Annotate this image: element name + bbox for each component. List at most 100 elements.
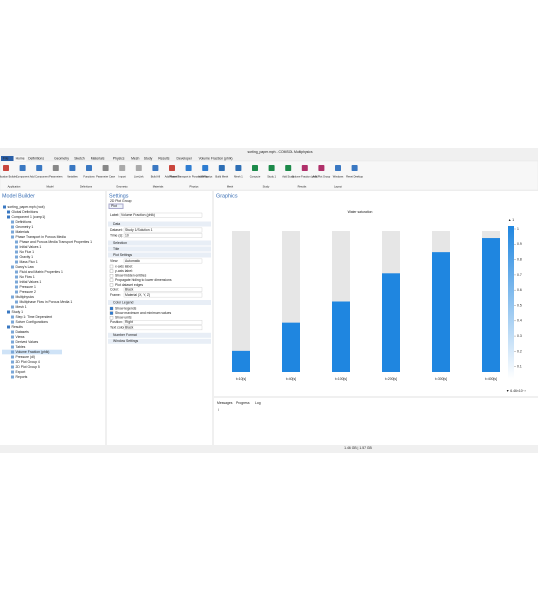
combo-box[interactable] xyxy=(123,320,203,325)
legend-max: ▲ 1 xyxy=(508,218,514,222)
ribbon-icon xyxy=(235,165,242,171)
ribbon-button[interactable]: Phase Transport in Porous Media xyxy=(169,175,208,179)
section-header-bg[interactable] xyxy=(108,252,211,258)
checkbox[interactable] xyxy=(109,264,114,269)
tree-item[interactable]: Datasets xyxy=(16,330,30,334)
section-header-bg[interactable] xyxy=(108,240,211,246)
ribbon-button[interactable]: Parameters xyxy=(49,175,63,179)
ribbon-button[interactable]: Volume Fraction (phlk) xyxy=(292,175,318,179)
tree-item[interactable]: Mass Flux 1 xyxy=(20,260,38,264)
tree-item[interactable]: Tables xyxy=(16,345,26,349)
tree-item[interactable]: Pressure 1 xyxy=(20,285,37,289)
ribbon-button[interactable]: Build Mesh xyxy=(215,175,228,179)
ribbon-button[interactable]: Functions xyxy=(83,175,95,179)
tree-item[interactable]: Reports xyxy=(16,375,28,379)
tree-item[interactable]: Phase Transport in Porous Media xyxy=(16,235,66,239)
ribbon-button[interactable]: Compute xyxy=(250,175,261,179)
checkbox[interactable] xyxy=(109,316,114,320)
tree-item[interactable]: Phase and Porous Media Transport Propert… xyxy=(20,240,93,244)
ribbon-button[interactable]: Build All xyxy=(151,175,161,179)
checkbox[interactable] xyxy=(109,274,114,278)
tree-item[interactable]: Views xyxy=(16,335,25,339)
section-header-bg[interactable] xyxy=(108,246,211,252)
checkbox[interactable] xyxy=(109,278,114,282)
ribbon-tab[interactable]: Geometry xyxy=(54,156,69,160)
ribbon-button[interactable]: Add Material xyxy=(165,175,180,179)
tree-item[interactable]: Gravity 1 xyxy=(20,255,34,259)
tree-item[interactable]: Geometry 1 xyxy=(16,225,34,229)
ribbon-button[interactable]: Component xyxy=(16,175,30,179)
tree-item[interactable]: Multiphysics xyxy=(16,295,35,299)
section-header: Data xyxy=(113,222,120,226)
messages-tab[interactable]: Log xyxy=(255,401,261,405)
tree-item[interactable]: Study 1 xyxy=(12,310,24,314)
ribbon-tab[interactable]: Sketch xyxy=(74,156,84,160)
section-header-bg[interactable] xyxy=(108,338,211,344)
tree-item[interactable]: Export xyxy=(16,370,26,374)
combo-box[interactable] xyxy=(123,233,203,238)
tree-item[interactable]: Step 1: Time Dependent xyxy=(16,315,53,319)
ribbon-button[interactable]: Windows xyxy=(333,175,344,179)
checkbox[interactable] xyxy=(109,283,114,287)
tree-item[interactable]: Volume Fraction (phlk) xyxy=(16,350,50,354)
combo-box[interactable] xyxy=(123,227,203,233)
ribbon-tab[interactable]: File xyxy=(3,156,9,160)
ribbon-button[interactable]: Parameter Case xyxy=(96,175,115,179)
field-label: Color: xyxy=(110,287,119,291)
ribbon-button[interactable]: Add Study xyxy=(282,175,295,179)
section-header-bg[interactable] xyxy=(108,332,211,338)
ribbon-button[interactable]: Add Plot Group xyxy=(313,175,331,179)
ribbon-tab[interactable]: Physics xyxy=(113,156,125,160)
tree-item[interactable]: Pressure (dl) xyxy=(16,355,35,359)
tree-item[interactable]: Darcy's Law xyxy=(16,265,35,269)
ribbon-button[interactable]: Reset Desktop xyxy=(346,175,364,179)
combo-box[interactable] xyxy=(123,287,203,292)
tree-item[interactable]: Initial Values 1 xyxy=(20,245,42,249)
tree-item[interactable]: Global Definitions xyxy=(12,210,39,214)
tree-item[interactable]: Definitions xyxy=(16,220,32,224)
ribbon-tab[interactable]: Results xyxy=(158,156,170,160)
tree-item[interactable]: No Flow 1 xyxy=(20,275,35,279)
checkbox[interactable] xyxy=(109,269,114,273)
checkbox[interactable] xyxy=(109,311,114,315)
tree-item[interactable]: No Flux 1 xyxy=(20,250,35,254)
ribbon-button[interactable]: Add Physics xyxy=(198,175,213,179)
ribbon-button[interactable]: Variables xyxy=(67,175,78,179)
tree-item[interactable]: Derived Values xyxy=(16,340,39,344)
tree-item[interactable]: Fluid and Matrix Properties 1 xyxy=(20,270,63,274)
tree-item[interactable]: Pressure 2 xyxy=(20,290,37,294)
ribbon-button[interactable]: Import xyxy=(119,175,127,179)
messages-tab[interactable]: Messages xyxy=(217,401,233,405)
ribbon-button[interactable]: Mesh 1 xyxy=(234,175,243,179)
ribbon-tab[interactable]: Definitions xyxy=(28,156,44,160)
tree-item[interactable]: 2D Plot Group 4 xyxy=(16,360,40,364)
combo-box[interactable] xyxy=(123,325,203,331)
tree-item[interactable]: Materials xyxy=(16,230,30,234)
section-header-bg[interactable] xyxy=(108,300,211,305)
ribbon-tab[interactable]: Materials xyxy=(91,156,105,160)
ribbon-tab[interactable]: Study xyxy=(144,156,153,160)
tree-item[interactable]: 2D Plot Group 5 xyxy=(16,365,40,369)
ribbon-tab[interactable]: Developer xyxy=(177,156,193,160)
checkbox[interactable] xyxy=(109,306,114,311)
ribbon-button[interactable]: LiveLink xyxy=(134,175,144,179)
ribbon-button[interactable]: Application Builder xyxy=(0,175,17,179)
plot-button-bg[interactable] xyxy=(108,203,124,209)
section-header-bg[interactable] xyxy=(108,221,211,227)
combo-box[interactable] xyxy=(123,292,203,298)
ribbon-tab[interactable]: Volume Fraction (phlk) xyxy=(199,156,233,160)
combo-box[interactable] xyxy=(123,258,203,264)
tree-item[interactable]: Mesh 1 xyxy=(16,305,27,309)
tree-item[interactable]: Component 1 (comp1) xyxy=(12,215,46,219)
tree-item[interactable]: sorting_paper.mph (root) xyxy=(8,205,45,209)
tree-item[interactable]: Multiphase Flow in Porous Media 1 xyxy=(20,300,73,304)
tree-item[interactable]: Initial Values 1 xyxy=(20,280,42,284)
ribbon-tab[interactable]: Home xyxy=(16,156,25,160)
tree-item[interactable]: Solver Configurations xyxy=(16,320,49,324)
ribbon-tab[interactable]: Mesh xyxy=(131,156,139,160)
messages-tab[interactable]: Progress xyxy=(236,401,250,405)
tree-item[interactable]: Results xyxy=(12,325,24,329)
ribbon-button[interactable]: Add Component xyxy=(30,175,49,179)
ribbon-button[interactable]: Study 1 xyxy=(267,175,276,179)
saturation-fill xyxy=(232,350,250,372)
